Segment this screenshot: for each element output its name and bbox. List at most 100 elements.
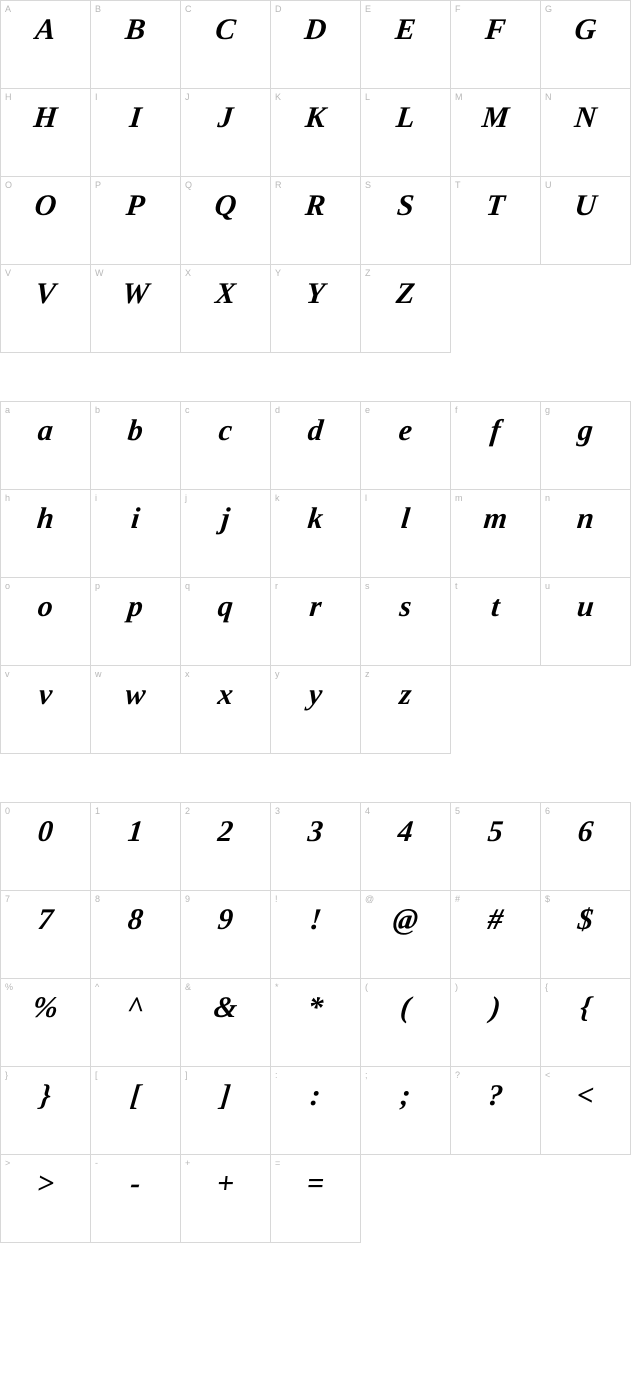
glyph: t [449,592,541,622]
glyph: I [89,103,181,133]
glyph-cell: YY [271,265,361,353]
glyph-cell: ll [361,490,451,578]
glyph-cell: jj [181,490,271,578]
glyph-cell: << [541,1067,631,1155]
glyph-cell: WW [91,265,181,353]
glyph-cell: ^^ [91,979,181,1067]
glyph-label: 1 [95,806,100,816]
glyph-label: w [95,669,102,679]
glyph-label: : [275,1070,278,1080]
glyph-cell: >> [1,1155,91,1243]
glyph-label: a [5,405,10,415]
glyph-cell: 77 [1,891,91,979]
glyph-cell: !! [271,891,361,979]
glyph: k [269,504,361,534]
glyph: = [269,1169,361,1199]
glyph: B [89,15,181,45]
glyph-label: D [275,4,282,14]
glyph-label: T [455,180,461,190]
glyph-cell: @@ [361,891,451,979]
glyph-label: 5 [455,806,460,816]
glyph-label: * [275,982,279,992]
glyph-label: [ [95,1070,98,1080]
glyph-cell: 88 [91,891,181,979]
glyph-cell: ]] [181,1067,271,1155]
glyph-label: @ [365,894,374,904]
glyph-cell: pp [91,578,181,666]
character-map: AABBCCDDEEFFGGHHIIJJKKLLMMNNOOPPQQRRSSTT… [0,0,640,1243]
glyph-label: } [5,1070,8,1080]
glyph-label: o [5,581,10,591]
glyph-label: C [185,4,192,14]
glyph: U [539,191,631,221]
glyph-label: L [365,92,370,102]
glyph-label: v [5,669,10,679]
glyph: u [539,592,631,622]
glyph: ? [449,1081,541,1111]
glyph: 2 [179,817,271,847]
glyph-cell: XX [181,265,271,353]
glyph: + [179,1169,271,1199]
glyph-cell: )) [451,979,541,1067]
glyph: q [179,592,271,622]
glyph-label: f [455,405,458,415]
glyph-label: R [275,180,282,190]
glyph-cell: JJ [181,89,271,177]
glyph-label: K [275,92,281,102]
glyph: L [359,103,451,133]
glyph-label: x [185,669,190,679]
glyph-label: F [455,4,461,14]
glyph: d [269,416,361,446]
glyph-label: h [5,493,10,503]
glyph: o [0,592,92,622]
glyph-label: g [545,405,550,415]
glyph-label: M [455,92,463,102]
glyph: * [269,993,361,1023]
glyph-label: Y [275,268,281,278]
glyph-row: AABBCCDDEEFFGG [0,0,631,89]
glyph-cell: DD [271,1,361,89]
glyph-cell: UU [541,177,631,265]
glyph: D [269,15,361,45]
glyph-row: aabbccddeeffgg [0,401,631,490]
glyph-label: 0 [5,806,10,816]
glyph: { [539,993,631,1023]
glyph-label: - [95,1158,98,1168]
glyph: m [449,504,541,534]
glyph-cell: 99 [181,891,271,979]
glyph-label: ( [365,982,368,992]
glyph-cell: ;; [361,1067,451,1155]
glyph-label: t [455,581,458,591]
glyph: ] [179,1081,271,1111]
glyph-row: %%^^&&**(()){{ [0,979,631,1067]
glyph-label: q [185,581,190,591]
glyph-label: N [545,92,552,102]
glyph-label: H [5,92,12,102]
glyph: g [539,416,631,446]
glyph: l [359,504,451,534]
glyph-cell: -- [91,1155,181,1243]
glyph-cell: KK [271,89,361,177]
glyph-row: 778899!!@@##$$ [0,891,631,979]
glyph: j [179,504,271,534]
glyph: % [0,993,92,1023]
glyph-label: ; [365,1070,368,1080]
glyph: 6 [539,817,631,847]
glyph-cell: dd [271,402,361,490]
glyph: y [269,680,361,710]
glyph-label: Q [185,180,192,190]
glyph: w [89,680,181,710]
glyph-cell: 44 [361,803,451,891]
glyph-cell: PP [91,177,181,265]
glyph: Y [269,279,361,309]
glyph: 5 [449,817,541,847]
glyph: v [0,680,92,710]
glyph-label: 3 [275,806,280,816]
glyph: & [179,993,271,1023]
glyph-cell: bb [91,402,181,490]
glyph-label: 7 [5,894,10,904]
glyph: J [179,103,271,133]
glyph-label: A [5,4,11,14]
glyph: A [0,15,92,45]
glyph-row: }}[[]]::;;??<< [0,1067,631,1155]
